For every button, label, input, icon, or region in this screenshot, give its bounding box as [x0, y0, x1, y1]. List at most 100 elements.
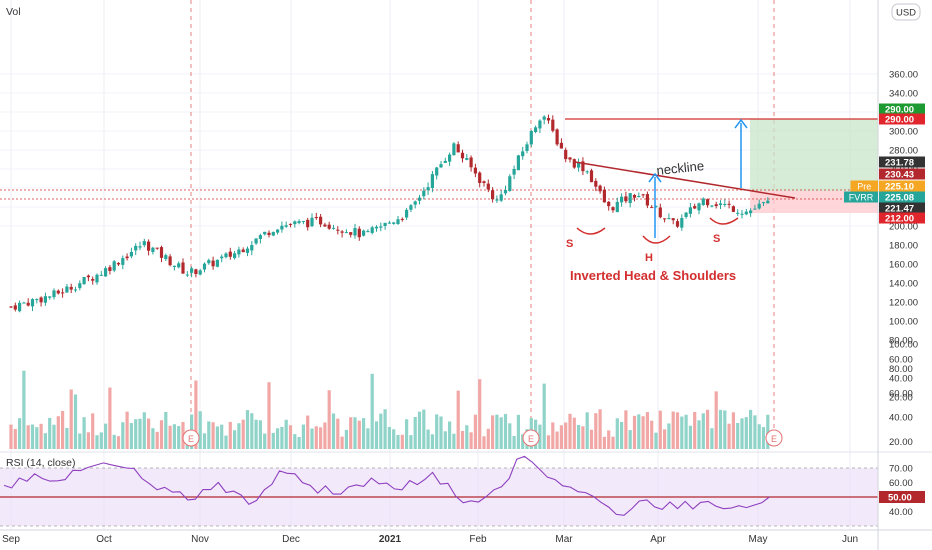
volume-bar — [323, 422, 327, 449]
measure-arrow-target — [734, 118, 748, 188]
volume-bar — [387, 426, 391, 449]
candle-body — [731, 206, 735, 212]
volume-tick-label: 100.00 — [889, 340, 918, 351]
volume-bar — [503, 413, 508, 449]
candle-body — [585, 171, 589, 173]
candle-body — [706, 199, 710, 206]
candle-body — [555, 129, 559, 145]
candle-body — [276, 229, 280, 233]
candle-body — [503, 190, 508, 194]
currency-button[interactable]: USD — [891, 3, 921, 21]
candle-body — [641, 194, 645, 196]
candle-body — [30, 299, 35, 307]
candle-body — [233, 253, 237, 259]
candle-body — [301, 220, 305, 222]
volume-bar — [568, 413, 572, 449]
candle-body — [456, 144, 460, 153]
candle-body — [624, 196, 628, 202]
candle-body — [766, 200, 770, 204]
candle-body — [482, 181, 486, 183]
candle-body — [392, 222, 396, 224]
candle-body — [460, 152, 465, 159]
volume-bar — [482, 436, 486, 449]
volume-bar — [589, 429, 594, 449]
volume-bar — [121, 422, 125, 449]
head-label: H — [645, 252, 653, 264]
price-badge-label: 231.78 — [885, 158, 914, 169]
volume-bar — [495, 414, 499, 449]
volume-bar — [301, 424, 305, 449]
candle-body — [577, 162, 581, 168]
candle-body — [35, 299, 39, 301]
candle-body — [426, 187, 430, 191]
volume-bar — [749, 409, 753, 449]
volume-bar — [727, 423, 731, 449]
volume-bar — [129, 423, 133, 449]
volume-bar — [198, 411, 202, 449]
candle-body — [357, 228, 361, 238]
price-badge-label: 212.00 — [885, 214, 914, 225]
volume-bar — [422, 409, 426, 449]
candle-body — [116, 262, 121, 265]
candle-body — [663, 218, 667, 220]
candle-body — [39, 297, 43, 303]
candle-body — [237, 249, 241, 255]
price-badge — [879, 156, 925, 168]
candle-body — [138, 246, 142, 248]
rsi-label: RSI (14, close) — [6, 457, 75, 469]
volume-bar — [675, 412, 680, 449]
price-tick-label: 300.00 — [889, 127, 918, 138]
volume-bar — [744, 417, 748, 449]
volume-bar — [237, 423, 241, 449]
volume-bar — [516, 414, 520, 449]
left-shoulder-curve — [576, 227, 606, 235]
volume-bar — [439, 416, 443, 449]
earnings-event-lines — [190, 0, 775, 448]
vol-label: Vol — [6, 6, 21, 18]
candle-body — [478, 172, 482, 183]
time-tick-label: May — [749, 534, 768, 545]
price-badge-label: 290.00 — [885, 115, 914, 126]
volume-bar — [39, 423, 43, 449]
volume-bar — [202, 433, 207, 449]
volume-bar — [241, 419, 245, 449]
volume-bar — [602, 436, 606, 449]
candle-body — [86, 275, 90, 278]
volume-bar — [448, 421, 452, 449]
candle-body — [413, 201, 417, 205]
candle-body — [409, 205, 413, 210]
candle-body — [435, 167, 439, 176]
volume-bar — [521, 434, 525, 449]
rsi-pane: RSI (14, close) — [0, 451, 932, 527]
profit-zone — [750, 119, 878, 191]
volume-bar — [56, 416, 60, 449]
candle-body — [542, 116, 546, 120]
candle-body — [220, 256, 224, 259]
neckline — [574, 161, 796, 199]
volume-bar — [460, 430, 465, 449]
candle-body — [185, 274, 189, 276]
price-tick-label: 80.00 — [889, 336, 913, 347]
candle-body — [147, 241, 151, 251]
volume-bar — [250, 413, 254, 449]
candle-body — [680, 218, 684, 228]
volume-bar — [379, 413, 383, 449]
candle-body — [297, 221, 301, 224]
candle-body — [194, 269, 198, 275]
volume-tick-label: 20.00 — [889, 437, 913, 448]
candle-body — [254, 238, 258, 244]
candle-body — [534, 127, 538, 133]
candle-body — [61, 292, 65, 294]
candle-body — [495, 199, 499, 201]
volume-bar — [753, 415, 757, 449]
candle-body — [340, 231, 344, 233]
candle-body — [521, 151, 525, 157]
candle-body — [396, 219, 400, 224]
volume-bar — [435, 414, 439, 449]
volume-bar — [718, 409, 723, 449]
price-badge-label: 225.08 — [885, 193, 914, 204]
volume-bar — [220, 424, 224, 449]
time-tick-label: Jun — [842, 534, 858, 545]
time-tick-label: Mar — [555, 534, 573, 545]
